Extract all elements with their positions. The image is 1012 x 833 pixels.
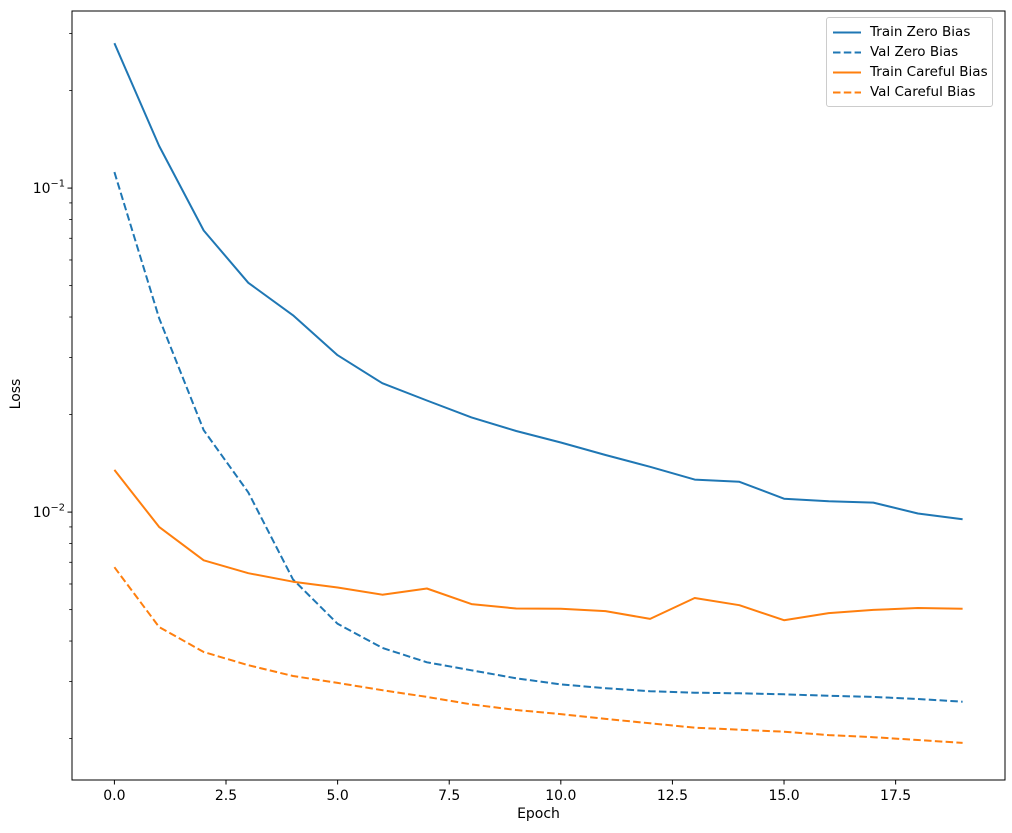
y-axis: 10−1 10−2 [33, 33, 72, 739]
legend-label: Train Careful Bias [870, 64, 988, 80]
x-axis-label: Epoch [517, 806, 560, 822]
x-tick-label: 5.0 [326, 788, 348, 804]
x-tick-label: 12.5 [657, 788, 688, 804]
y-tick-label: 10−1 [33, 179, 65, 198]
x-tick-label: 15.0 [768, 788, 799, 804]
axes-frame [71, 10, 1006, 781]
legend-line-sample [833, 91, 861, 93]
legend-item: Val Careful Bias [833, 82, 992, 102]
legend-label: Train Zero Bias [870, 24, 971, 40]
legend-line-sample [833, 31, 861, 33]
legend: Train Zero Bias Val Zero Bias Train Care… [826, 17, 993, 107]
legend-item: Train Zero Bias [833, 22, 992, 42]
x-tick-label: 10.0 [545, 788, 576, 804]
x-axis: 0.0 2.5 5.0 7.5 10.0 12.5 15.0 17.5 [103, 780, 911, 804]
legend-label: Val Careful Bias [870, 84, 976, 100]
x-tick-label: 7.5 [438, 788, 460, 804]
legend-label: Val Zero Bias [870, 44, 959, 60]
series-line-val-zero-bias [113, 171, 963, 703]
y-axis-label: Loss [8, 379, 24, 410]
series-line-train-careful-bias [113, 469, 963, 622]
legend-item: Train Careful Bias [833, 62, 992, 82]
legend-line-sample [833, 51, 861, 53]
x-tick-label: 2.5 [215, 788, 237, 804]
x-tick-label: 17.5 [880, 788, 911, 804]
series-line-train-zero-bias [113, 42, 963, 521]
x-tick-label: 0.0 [103, 788, 125, 804]
legend-line-sample [833, 71, 861, 73]
legend-item: Val Zero Bias [833, 42, 992, 62]
y-tick-label: 10−2 [33, 503, 65, 522]
series-line-val-careful-bias [113, 566, 963, 744]
